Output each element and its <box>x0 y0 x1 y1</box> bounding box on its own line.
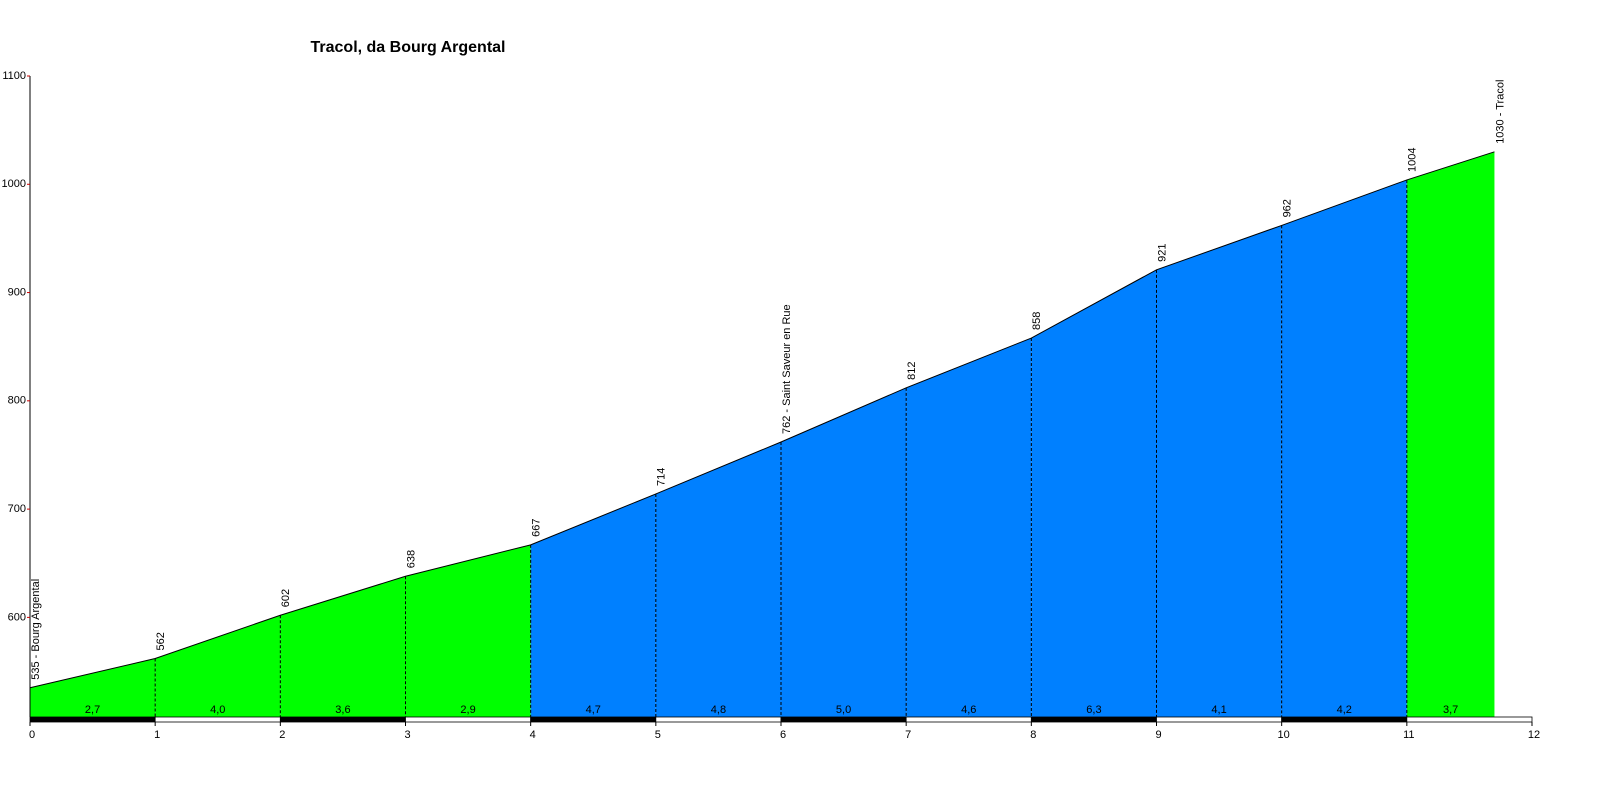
point-label: 714 <box>656 468 668 486</box>
point-label: 762 - Saint Saveur en Rue <box>781 304 793 434</box>
y-tick-label: 1000 <box>2 178 26 190</box>
distance-bar <box>279 716 406 723</box>
x-tick-label: 2 <box>279 729 285 741</box>
distance-bar <box>905 716 1032 723</box>
segment-area <box>1156 225 1282 717</box>
point-label: 1030 - Tracol <box>1494 80 1506 144</box>
distance-bar <box>530 716 657 723</box>
point-label: 1004 <box>1407 147 1419 171</box>
point-label: 858 <box>1031 312 1043 330</box>
x-tick-label: 7 <box>905 729 911 741</box>
x-tick-label: 1 <box>154 729 160 741</box>
segment-area <box>405 544 531 717</box>
segment-area <box>280 576 406 717</box>
y-tick-label: 600 <box>8 611 26 623</box>
segment-area <box>655 441 781 717</box>
point-label: 667 <box>531 518 543 536</box>
segment-area <box>530 493 656 717</box>
gradient-label: 3,6 <box>335 704 350 716</box>
gradient-label: 6,3 <box>1086 704 1101 716</box>
gradient-label: 2,7 <box>85 704 100 716</box>
gradient-label: 4,6 <box>961 704 976 716</box>
segment-area <box>1281 179 1407 718</box>
segment-area <box>1031 269 1157 717</box>
gradient-label: 4,7 <box>586 704 601 716</box>
point-label: 535 - Bourg Argental <box>30 579 42 680</box>
segment-area <box>30 658 156 717</box>
x-tick-label: 11 <box>1403 729 1414 741</box>
point-label: 962 <box>1282 199 1294 217</box>
point-label: 602 <box>280 589 292 607</box>
gradient-label: 2,9 <box>460 704 475 716</box>
y-tick-label: 800 <box>8 395 26 407</box>
distance-bar <box>780 716 907 723</box>
x-tick-label: 6 <box>780 729 786 741</box>
gradient-label: 3,7 <box>1443 704 1458 716</box>
chart-title: Tracol, da Bourg Argental <box>311 39 506 56</box>
y-tick-label: 900 <box>8 286 26 298</box>
segment-area <box>906 338 1032 717</box>
gradient-label: 5,0 <box>836 704 851 716</box>
segment-area <box>1406 151 1495 717</box>
x-tick-label: 8 <box>1030 729 1036 741</box>
distance-bar <box>1406 716 1533 723</box>
y-tick-label: 1100 <box>2 70 26 82</box>
point-label: 921 <box>1156 243 1168 261</box>
x-tick-label: 4 <box>530 729 536 741</box>
gradient-label: 4,1 <box>1211 704 1226 716</box>
x-tick-label: 5 <box>655 729 661 741</box>
point-label: 638 <box>405 550 417 568</box>
distance-bar <box>29 716 156 723</box>
distance-bar <box>655 716 782 723</box>
distance-bar <box>1281 716 1408 723</box>
x-tick-label: 10 <box>1278 729 1290 741</box>
x-tick-label: 3 <box>404 729 410 741</box>
gradient-label: 4,0 <box>210 704 225 716</box>
y-tick-label: 700 <box>8 503 26 515</box>
gradient-label: 4,8 <box>711 704 726 716</box>
distance-bar <box>1030 716 1157 723</box>
point-label: 562 <box>155 632 167 650</box>
x-tick-label: 9 <box>1155 729 1161 741</box>
distance-bar <box>405 716 532 723</box>
distance-bar <box>1156 716 1283 723</box>
segment-area <box>155 615 281 717</box>
distance-bar <box>154 716 281 723</box>
segment-area <box>781 387 907 717</box>
gradient-label: 4,2 <box>1337 704 1352 716</box>
x-tick-label: 12 <box>1528 729 1540 741</box>
point-label: 812 <box>906 361 918 379</box>
x-tick-label: 0 <box>29 729 35 741</box>
